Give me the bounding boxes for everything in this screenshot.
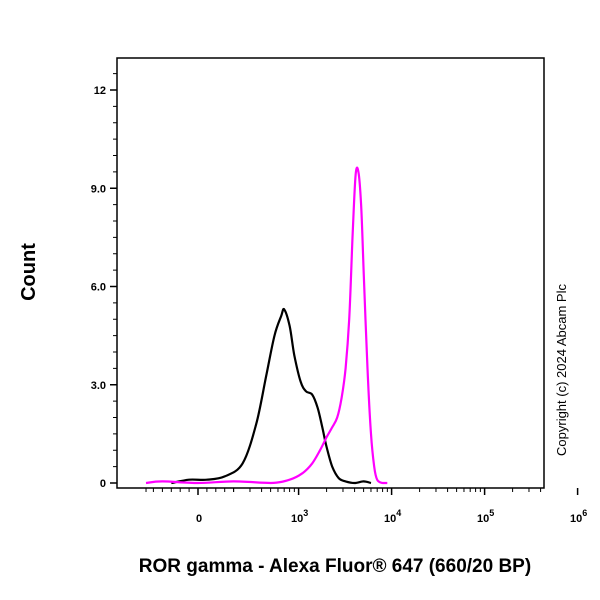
plot-frame — [116, 57, 545, 489]
y-tick-label: 6.0 — [91, 282, 106, 294]
x-tick-label: 0 — [196, 513, 202, 525]
x-tick-label: 105 — [477, 508, 494, 525]
y-tick-label: 0 — [100, 478, 106, 490]
x-tick-exponent: 3 — [303, 508, 308, 518]
histogram-line-magenta — [145, 166, 388, 485]
y-tick-label: 3.0 — [91, 380, 106, 392]
x-axis: 0 103 104 105 106 — [145, 488, 587, 525]
x-tick-label: 106 — [570, 508, 587, 525]
copyright-text: Copyright (c) 2024 Abcam Plc — [554, 284, 569, 456]
y-tick-label: 9.0 — [91, 183, 106, 195]
series-layer — [145, 166, 388, 485]
y-axis: 0 3.0 6.0 9.0 12 — [91, 73, 117, 490]
y-tick-label: 12 — [94, 85, 106, 97]
x-tick-label: 104 — [384, 508, 401, 525]
x-tick-label: 103 — [291, 508, 308, 525]
x-axis-title: ROR gamma - Alexa Fluor® 647 (660/20 BP) — [139, 556, 531, 577]
histogram-line-black — [171, 307, 372, 485]
x-tick-exponent: 6 — [582, 508, 587, 518]
x-tick-exponent: 4 — [396, 508, 401, 518]
y-axis-title: Count — [18, 243, 40, 301]
x-tick-exponent: 5 — [489, 508, 494, 518]
